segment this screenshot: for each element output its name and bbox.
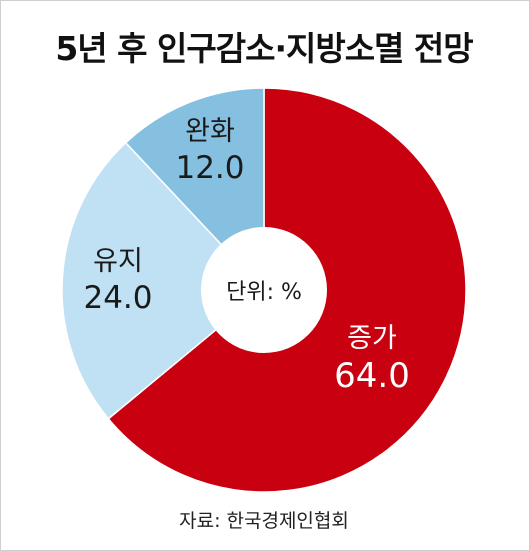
source-note: 자료: 한국경제인협회 [179, 510, 349, 532]
value-label-ease: 12.0 [175, 150, 244, 186]
value-label-maintain: 24.0 [83, 280, 152, 316]
value-label-increase: 64.0 [334, 356, 410, 396]
category-label-increase: 증가 [347, 323, 397, 354]
slice-maintain [61, 141, 266, 420]
category-label-maintain: 유지 [93, 246, 143, 277]
category-label-ease: 완화 [185, 116, 235, 147]
chart-title: 5년 후 인구감소·지방소멸 전망 [55, 29, 473, 68]
unit-label: 단위: % [226, 280, 302, 305]
donut-hole [201, 227, 327, 353]
